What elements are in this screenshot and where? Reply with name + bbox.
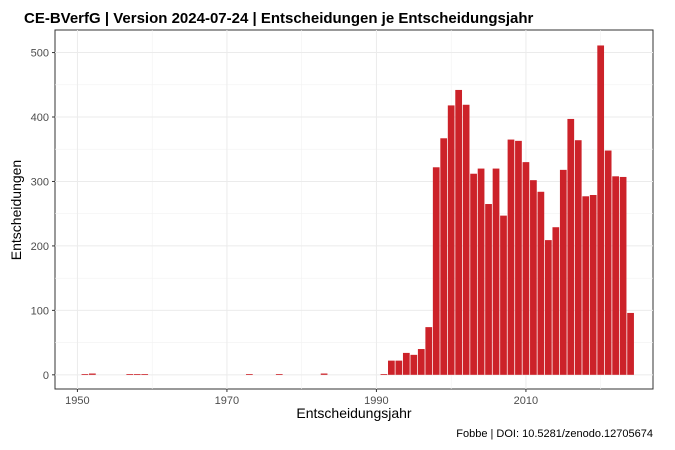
bar xyxy=(589,194,597,375)
bar xyxy=(447,105,455,375)
bar xyxy=(320,373,328,375)
y-tick-label: 0 xyxy=(43,370,49,382)
bar xyxy=(604,150,612,375)
bar xyxy=(275,374,283,375)
bar xyxy=(530,180,537,375)
chart-title: CE-BVerfG | Version 2024-07-24 | Entsche… xyxy=(24,10,534,27)
bar xyxy=(402,352,410,375)
bar xyxy=(522,162,530,375)
y-tick-label: 300 xyxy=(31,176,49,188)
bar xyxy=(425,327,433,375)
bar xyxy=(567,118,575,375)
bar xyxy=(477,168,485,375)
bar xyxy=(432,167,440,375)
caption: Fobbe | DOI: 10.5281/zenodo.12705674 xyxy=(456,428,653,440)
bar xyxy=(410,354,418,375)
bar xyxy=(470,173,477,375)
bar xyxy=(544,240,552,375)
bar xyxy=(582,196,590,375)
bar xyxy=(627,312,634,375)
y-axis: 0 100 200 300 400 500 xyxy=(31,48,55,382)
bar xyxy=(612,176,619,375)
x-tick-label: 1950 xyxy=(65,395,89,407)
bar xyxy=(537,191,545,375)
bar xyxy=(455,89,463,375)
x-axis-title: Entscheidungsjahr xyxy=(296,405,412,421)
bar xyxy=(380,374,388,375)
bar xyxy=(574,140,582,375)
bar xyxy=(417,349,425,375)
bar xyxy=(559,169,567,375)
y-tick-label: 200 xyxy=(31,241,49,253)
bars xyxy=(81,45,634,375)
bar xyxy=(492,168,500,375)
bar xyxy=(552,227,560,375)
bar xyxy=(81,374,89,375)
y-tick-label: 400 xyxy=(31,112,49,124)
x-tick-label: 1970 xyxy=(215,395,239,407)
bar xyxy=(515,140,522,375)
bar xyxy=(500,215,507,375)
bar xyxy=(597,45,605,375)
bar xyxy=(141,374,149,375)
bar xyxy=(133,374,141,375)
bar xyxy=(388,360,395,375)
bar xyxy=(485,204,492,375)
bar xyxy=(462,104,470,375)
y-tick-label: 100 xyxy=(31,305,49,317)
x-tick-label: 2010 xyxy=(514,395,538,407)
bar xyxy=(126,374,134,375)
bar xyxy=(619,176,627,375)
x-tick-label: 1990 xyxy=(364,395,388,407)
x-axis: 1950 1970 1990 2010 xyxy=(65,389,538,407)
bar xyxy=(245,374,253,375)
bar xyxy=(440,138,448,375)
y-axis-title: Entscheidungen xyxy=(8,160,24,260)
bar xyxy=(89,373,96,375)
y-tick-label: 500 xyxy=(31,48,49,60)
bar xyxy=(507,139,515,375)
bar xyxy=(395,360,403,375)
